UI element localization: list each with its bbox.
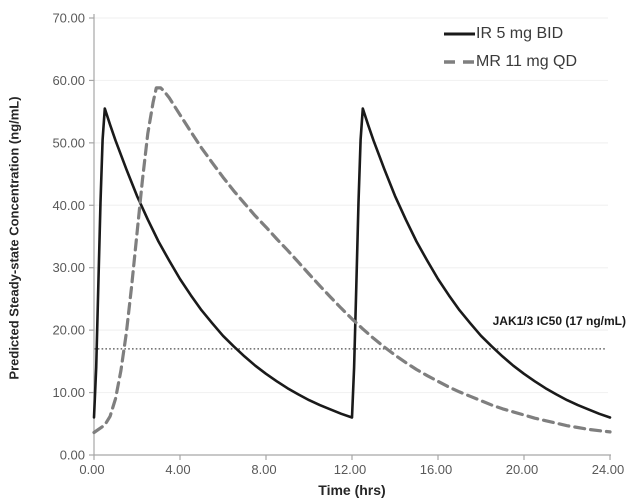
y-tick-label: 50.00	[52, 135, 85, 150]
y-tick-label: 70.00	[52, 11, 85, 26]
x-tick-label: 0.00	[79, 462, 104, 477]
y-axis-title: Predicted Steady-state Concentration (ng…	[6, 96, 22, 380]
x-tick-label: 4.00	[165, 462, 190, 477]
legend: IR 5 mg BID MR 11 mg QD	[443, 20, 577, 76]
legend-item-ir: IR 5 mg BID	[443, 20, 577, 48]
legend-label-ir: IR 5 mg BID	[476, 25, 564, 42]
x-tick-label: 24.00	[592, 462, 625, 477]
y-tick-label: 30.00	[52, 260, 85, 275]
x-tick-label: 8.00	[251, 462, 276, 477]
legend-label-mr: MR 11 mg QD	[476, 53, 578, 70]
solid-line-swatch	[444, 32, 475, 36]
dashed-line-swatch	[444, 60, 475, 64]
y-tick-label: 60.00	[52, 73, 85, 88]
x-axis-title: Time (hrs)	[318, 482, 386, 498]
y-tick-label: 40.00	[52, 198, 85, 213]
x-tick-label: 20.00	[506, 462, 539, 477]
y-tick-label: 10.00	[52, 385, 85, 400]
x-tick-label: 16.00	[420, 462, 453, 477]
x-tick-label: 12.00	[334, 462, 367, 477]
y-tick-label: 20.00	[52, 323, 85, 338]
legend-item-mr: MR 11 mg QD	[443, 48, 577, 76]
ic50-annotation: JAK1/3 IC50 (17 ng/mL)	[492, 314, 626, 328]
series-line-mr-11mg-qd	[92, 86, 612, 435]
y-tick-label: 0.00	[60, 448, 85, 463]
series-line-ir-5mg-bid	[92, 107, 612, 419]
